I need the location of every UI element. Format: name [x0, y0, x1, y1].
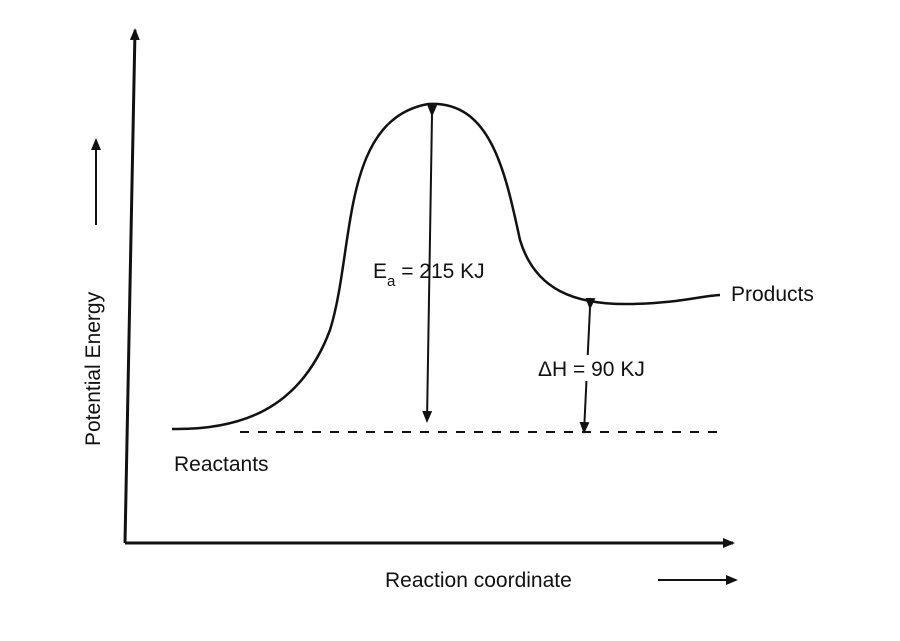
x-axis-label: Reaction coordinate	[385, 569, 572, 592]
products-label: Products	[731, 283, 814, 306]
reactants-label: Reactants	[174, 453, 269, 476]
energy-curve	[171, 102, 721, 431]
activation-energy-label: Ea = 215 KJ	[373, 260, 485, 290]
y-axis-label: Potential Energy	[82, 291, 105, 446]
y-axis	[123, 28, 140, 544]
activation-energy-subscript: a	[387, 273, 396, 290]
activation-energy-arrow	[422, 104, 438, 423]
enthalpy-label-backing	[536, 355, 678, 381]
enthalpy-change-label: ΔH = 90 KJ	[538, 358, 645, 381]
activation-energy-value: = 215 KJ	[395, 260, 484, 283]
activation-energy-symbol: E	[373, 260, 387, 283]
